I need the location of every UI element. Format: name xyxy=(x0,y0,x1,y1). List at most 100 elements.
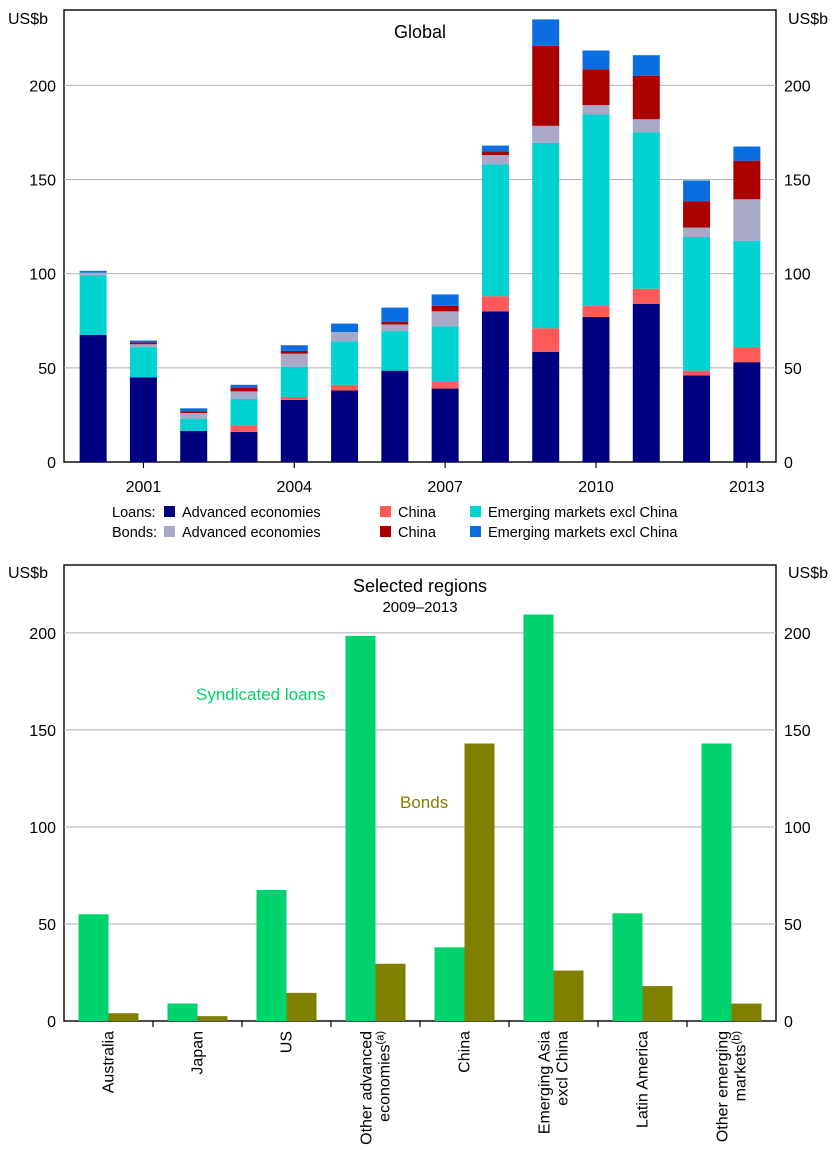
legend-swatch-bonds-emerging-markets-excl-china xyxy=(470,526,481,537)
bar-2006-bonds-advanced-economies xyxy=(381,324,409,332)
bar-2000-loans-emerging-markets-excl-china xyxy=(79,275,107,335)
bar-2012-bonds-emerging-markets-excl-china xyxy=(683,180,711,202)
bar-2013-loans-emerging-markets-excl-china xyxy=(733,240,761,348)
bar-japan-bonds xyxy=(197,1016,228,1021)
bar-2002-bonds-china xyxy=(180,411,208,414)
bar-2003-bonds-emerging-markets-excl-china xyxy=(230,384,258,388)
bar-2002-bonds-advanced-economies xyxy=(180,413,208,419)
bar-2011-loans-advanced-economies xyxy=(632,303,660,462)
global-ytick-right-150: 150 xyxy=(784,173,811,190)
bar-2009-loans-china xyxy=(532,328,560,352)
bar-2001-loans-advanced-economies xyxy=(129,377,157,462)
category-footnote-other-emerging-markets: (b) xyxy=(731,1031,743,1044)
legend-swatch-loans-china xyxy=(380,506,391,517)
regions-ytick-left-150: 150 xyxy=(29,723,56,740)
regions-gridlines xyxy=(64,632,776,925)
bar-2013-bonds-advanced-economies xyxy=(733,199,761,241)
bar-2002-loans-advanced-economies xyxy=(180,430,208,462)
bar-2012-bonds-advanced-economies xyxy=(683,227,711,237)
bar-2007-loans-advanced-economies xyxy=(431,388,459,462)
global-title: Global xyxy=(394,22,446,42)
bar-us-syndicated-loans xyxy=(256,890,287,1021)
global-ytick-right-200: 200 xyxy=(784,78,811,95)
legend-label-loans-advanced-economies: Advanced economies xyxy=(182,505,321,521)
bar-2001-bonds-advanced-economies xyxy=(129,344,157,348)
bar-2007-bonds-emerging-markets-excl-china xyxy=(431,294,459,306)
bar-other-advanced-economies-syndicated-loans xyxy=(345,635,376,1021)
legend-label-loans-china: China xyxy=(398,505,437,521)
category-label-china-line-0: China xyxy=(457,1031,474,1073)
legend-swatch-bonds-advanced-economies xyxy=(164,526,175,537)
bar-2010-bonds-emerging-markets-excl-china xyxy=(582,50,610,70)
global-xtick-2004: 2004 xyxy=(276,479,312,496)
global-ytick-left-0: 0 xyxy=(47,455,56,472)
global-ytick-right-50: 50 xyxy=(784,361,802,378)
bar-2007-loans-emerging-markets-excl-china xyxy=(431,326,459,382)
bar-2003-loans-emerging-markets-excl-china xyxy=(230,398,258,426)
regions-ytick-left-100: 100 xyxy=(29,820,56,837)
bar-2003-bonds-china xyxy=(230,387,258,392)
bar-japan-syndicated-loans xyxy=(167,1003,198,1021)
bar-2006-loans-emerging-markets-excl-china xyxy=(381,331,409,371)
bar-2004-loans-advanced-economies xyxy=(280,399,308,462)
global-xtick-2001: 2001 xyxy=(126,479,162,496)
regions-bars xyxy=(78,614,762,1021)
global-unit-right: US$b xyxy=(788,11,828,28)
legend-label-bonds-advanced-economies: Advanced economies xyxy=(182,525,321,541)
regions-unit-left: US$b xyxy=(8,565,48,582)
bar-2002-bonds-emerging-markets-excl-china xyxy=(180,408,208,412)
legend-prefix-bonds: Bonds: xyxy=(112,525,157,541)
category-label-other-emerging-markets-line-0: Other emerging xyxy=(715,1031,732,1142)
bar-2000-bonds-advanced-economies xyxy=(79,272,107,276)
global-y-ticks: 0 0 50 50 100 100 150 150 200 200 xyxy=(29,78,811,472)
regions-ytick-left-200: 200 xyxy=(29,626,56,643)
bar-2012-bonds-china xyxy=(683,201,711,228)
bar-2004-bonds-emerging-markets-excl-china xyxy=(280,345,308,351)
bar-2008-bonds-china xyxy=(481,151,509,156)
category-label-emerging-asia-excl-china-line-1: excl China xyxy=(555,1031,572,1106)
bar-2006-loans-advanced-economies xyxy=(381,370,409,462)
global-ytick-left-150: 150 xyxy=(29,173,56,190)
global-bars xyxy=(79,19,761,462)
regions-subtitle: 2009–2013 xyxy=(382,599,457,616)
bar-china-syndicated-loans xyxy=(434,947,465,1021)
bar-2002-loans-emerging-markets-excl-china xyxy=(180,418,208,431)
bar-2004-bonds-advanced-economies xyxy=(280,353,308,367)
global-gridlines xyxy=(64,84,776,369)
bar-emerging-asia-excl-china-bonds xyxy=(553,970,584,1021)
global-plot-frame xyxy=(63,9,777,463)
bar-2010-loans-emerging-markets-excl-china xyxy=(582,114,610,306)
bar-2013-loans-advanced-economies xyxy=(733,362,761,462)
bar-2010-loans-china xyxy=(582,305,610,317)
regions-title: Selected regions xyxy=(353,576,487,596)
bar-2005-bonds-emerging-markets-excl-china xyxy=(331,323,359,333)
bar-emerging-asia-excl-china-syndicated-loans xyxy=(523,614,554,1021)
bar-2003-loans-china xyxy=(230,425,258,432)
bar-2004-loans-china xyxy=(280,397,308,400)
legend-swatch-bonds-china xyxy=(380,526,391,537)
bar-2007-bonds-advanced-economies xyxy=(431,311,459,327)
annotation-bonds: Bonds xyxy=(400,793,448,812)
bar-2008-loans-advanced-economies xyxy=(481,311,509,462)
bar-china-bonds xyxy=(464,743,495,1021)
global-unit-left: US$b xyxy=(8,11,48,28)
legend-label-bonds-emerging-markets-excl-china: Emerging markets excl China xyxy=(488,525,678,541)
bar-2005-bonds-advanced-economies xyxy=(331,332,359,342)
bar-2005-loans-advanced-economies xyxy=(331,390,359,462)
annotation-syndicated-loans: Syndicated loans xyxy=(196,685,325,704)
bar-2005-loans-china xyxy=(331,384,359,391)
legend-swatch-loans-advanced-economies xyxy=(164,506,175,517)
global-ytick-left-100: 100 xyxy=(29,267,56,284)
global-legend: Loans: Advanced economies China Emerging ma… xyxy=(112,505,678,541)
bar-2000-loans-advanced-economies xyxy=(79,334,107,462)
global-ytick-left-50: 50 xyxy=(38,361,56,378)
bar-2010-loans-advanced-economies xyxy=(582,316,610,462)
bar-2009-bonds-advanced-economies xyxy=(532,125,560,143)
bar-2008-bonds-emerging-markets-excl-china xyxy=(481,145,509,152)
bar-2007-loans-china xyxy=(431,381,459,389)
bar-2011-bonds-advanced-economies xyxy=(632,119,660,133)
bar-2005-loans-emerging-markets-excl-china xyxy=(331,341,359,385)
bar-2011-loans-china xyxy=(632,288,660,304)
bar-latin-america-syndicated-loans xyxy=(612,913,643,1021)
